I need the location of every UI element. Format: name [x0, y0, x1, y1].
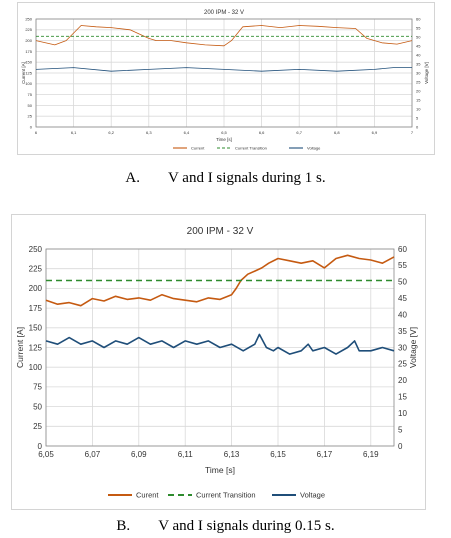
y-right-tick-label: 30 — [416, 70, 421, 75]
y-left-axis-label: Current [A] — [15, 327, 25, 368]
series-line-voltage — [45, 333, 395, 355]
y-left-tick-label: 25 — [28, 114, 33, 119]
y-right-tick-label: 50 — [416, 34, 421, 39]
y-right-tick-label: 30 — [398, 343, 407, 352]
caption-b-text: V and I signals during 0.15 s. — [158, 518, 335, 534]
x-tick-label: 6,07 — [85, 450, 101, 459]
series-line-current — [35, 25, 413, 47]
y-right-tick-label: 0 — [398, 442, 403, 451]
x-tick-label: 6 — [35, 130, 38, 135]
y-left-tick-label: 225 — [25, 27, 32, 32]
caption-a: A. V and I signals during 1 s. — [0, 170, 451, 187]
x-tick-label: 6,19 — [363, 450, 379, 459]
y-right-tick-label: 25 — [398, 360, 407, 369]
x-tick-label: 6,05 — [38, 450, 54, 459]
chart-title: 200 IPM - 32 V — [204, 10, 244, 16]
x-axis-label: Time [s] — [216, 137, 232, 142]
x-tick-label: 6,13 — [224, 450, 240, 459]
y-right-tick-label: 35 — [416, 61, 421, 66]
y-left-tick-label: 75 — [28, 92, 33, 97]
x-tick-label: 7 — [411, 130, 414, 135]
y-right-tick-label: 40 — [398, 310, 407, 319]
x-tick-label: 6,9 — [372, 130, 378, 135]
y-left-tick-label: 125 — [29, 343, 43, 352]
y-right-tick-label: 55 — [398, 261, 407, 270]
x-axis-label: Time [s] — [205, 465, 235, 475]
y-left-tick-label: 150 — [29, 324, 43, 333]
legend: Curent Current Transition Voltage — [108, 491, 325, 500]
y-right-tick-label: 40 — [416, 52, 421, 57]
x-tick-label: 6,17 — [317, 450, 333, 459]
y-right-tick-label: 25 — [416, 79, 421, 84]
x-tick-label: 6,1 — [71, 130, 77, 135]
y-left-tick-label: 200 — [29, 284, 43, 293]
y-right-tick-label: 5 — [416, 115, 419, 120]
chart-title: 200 IPM - 32 V — [187, 226, 254, 237]
y-left-tick-label: 250 — [25, 16, 32, 21]
series-line-voltage — [35, 67, 412, 72]
plot-area — [45, 248, 395, 447]
y-right-tick-label: 0 — [416, 124, 419, 129]
x-tick-label: 6,2 — [108, 130, 114, 135]
chart-a-panel: 200 IPM - 32 V 0 25 50 75 100 125 150 175 200 225 2… — [17, 2, 435, 155]
x-tick-label: 6,7 — [296, 130, 302, 135]
y-right-tick-label: 15 — [398, 393, 407, 402]
y-right-axis-label: Voltage [V] — [408, 327, 418, 368]
y-right-tick-label: 50 — [398, 278, 407, 287]
y-left-tick-label: 125 — [25, 70, 32, 75]
y-left-tick-label: 175 — [25, 49, 32, 54]
legend-label-voltage: Voltage — [300, 491, 325, 500]
legend-label-curent: Curent — [136, 491, 159, 500]
x-tick-label: 6,15 — [270, 450, 286, 459]
y-right-tick-label: 10 — [416, 106, 421, 111]
y-left-tick-label: 75 — [33, 383, 42, 392]
y-left-tick-label: 250 — [29, 245, 43, 254]
caption-b: B. V and I signals during 0.15 s. — [0, 518, 451, 535]
y-left-axis-label: Current [A] — [21, 62, 26, 84]
plot-area — [35, 18, 413, 128]
y-right-axis-label: Voltage [V] — [424, 62, 429, 84]
y-right-tick-label: 15 — [416, 97, 421, 102]
y-right-tick-label: 20 — [416, 88, 421, 93]
chart-b-panel: 200 IPM - 32 V 0 25 50 75 100 125 150 175 200 225 2… — [11, 214, 426, 510]
y-right-tick-label: 45 — [416, 43, 421, 48]
y-right-tick-label: 5 — [398, 425, 403, 434]
chart-b: 200 IPM - 32 V02550751001251501752002252… — [15, 226, 418, 500]
y-left-tick-label: 50 — [28, 103, 33, 108]
y-left-tick-label: 175 — [29, 304, 43, 313]
y-right-tick-label: 55 — [416, 25, 421, 30]
y-left-tick-label: 25 — [33, 422, 42, 431]
y-left-tick-label: 200 — [25, 38, 32, 43]
legend-label-current-transition: Current Transition — [196, 491, 256, 500]
y-right-tick-label: 45 — [398, 294, 407, 303]
caption-a-letter: A. — [125, 170, 140, 186]
x-tick-label: 6,11 — [178, 450, 194, 459]
y-right-tick-label: 10 — [398, 409, 407, 418]
chart-a: 200 IPM - 32 V02550751001251501752002252… — [21, 10, 429, 150]
y-left-tick-label: 100 — [25, 81, 32, 86]
x-tick-label: 6,4 — [184, 130, 190, 135]
y-left-tick-label: 0 — [30, 124, 33, 129]
legend-label-voltage: Voltage — [307, 145, 321, 150]
y-right-tick-label: 60 — [398, 245, 407, 254]
y-right-tick-label: 35 — [398, 327, 407, 336]
caption-b-letter: B. — [116, 518, 131, 534]
x-tick-label: 6,3 — [146, 130, 152, 135]
caption-a-text: V and I signals during 1 s. — [167, 170, 326, 186]
legend-label-current-transition: Current Transition — [235, 145, 267, 150]
x-tick-label: 6,09 — [131, 450, 147, 459]
series-line-curent — [45, 254, 395, 307]
y-right-tick-label: 20 — [398, 376, 407, 385]
legend-label-current: Current — [191, 145, 205, 150]
y-left-tick-label: 50 — [33, 402, 42, 411]
y-left-tick-label: 100 — [29, 363, 43, 372]
x-tick-label: 6,6 — [259, 130, 265, 135]
x-tick-label: 6,5 — [221, 130, 227, 135]
y-left-tick-label: 150 — [25, 60, 32, 65]
legend: Current Current Transition Voltage — [173, 145, 321, 150]
y-left-tick-label: 225 — [29, 265, 43, 274]
x-tick-label: 6,8 — [334, 130, 340, 135]
y-left-tick-label: 0 — [38, 442, 43, 451]
y-right-tick-label: 60 — [416, 16, 421, 21]
